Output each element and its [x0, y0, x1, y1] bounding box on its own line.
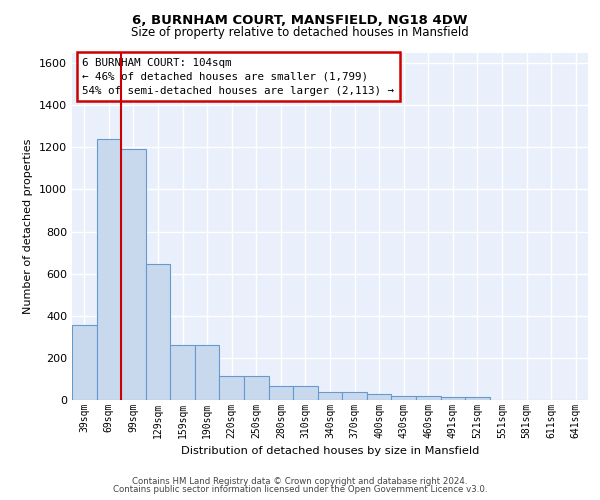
- Text: Contains HM Land Registry data © Crown copyright and database right 2024.: Contains HM Land Registry data © Crown c…: [132, 477, 468, 486]
- Text: 6, BURNHAM COURT, MANSFIELD, NG18 4DW: 6, BURNHAM COURT, MANSFIELD, NG18 4DW: [132, 14, 468, 27]
- Bar: [391, 396, 416, 400]
- Bar: [121, 148, 146, 400]
- Bar: [220, 376, 244, 400]
- Y-axis label: Number of detached properties: Number of detached properties: [23, 138, 34, 314]
- Bar: [97, 140, 121, 400]
- Bar: [465, 397, 490, 400]
- Bar: [195, 345, 220, 400]
- Bar: [269, 386, 293, 400]
- Bar: [244, 376, 269, 400]
- Bar: [170, 345, 195, 400]
- Bar: [416, 396, 440, 400]
- Bar: [72, 325, 97, 400]
- Text: Contains public sector information licensed under the Open Government Licence v3: Contains public sector information licen…: [113, 484, 487, 494]
- X-axis label: Distribution of detached houses by size in Mansfield: Distribution of detached houses by size …: [181, 446, 479, 456]
- Text: Size of property relative to detached houses in Mansfield: Size of property relative to detached ho…: [131, 26, 469, 39]
- Bar: [342, 392, 367, 400]
- Bar: [367, 394, 391, 400]
- Text: 6 BURNHAM COURT: 104sqm
← 46% of detached houses are smaller (1,799)
54% of semi: 6 BURNHAM COURT: 104sqm ← 46% of detache…: [82, 58, 394, 96]
- Bar: [146, 264, 170, 400]
- Bar: [318, 392, 342, 400]
- Bar: [440, 397, 465, 400]
- Bar: [293, 386, 318, 400]
